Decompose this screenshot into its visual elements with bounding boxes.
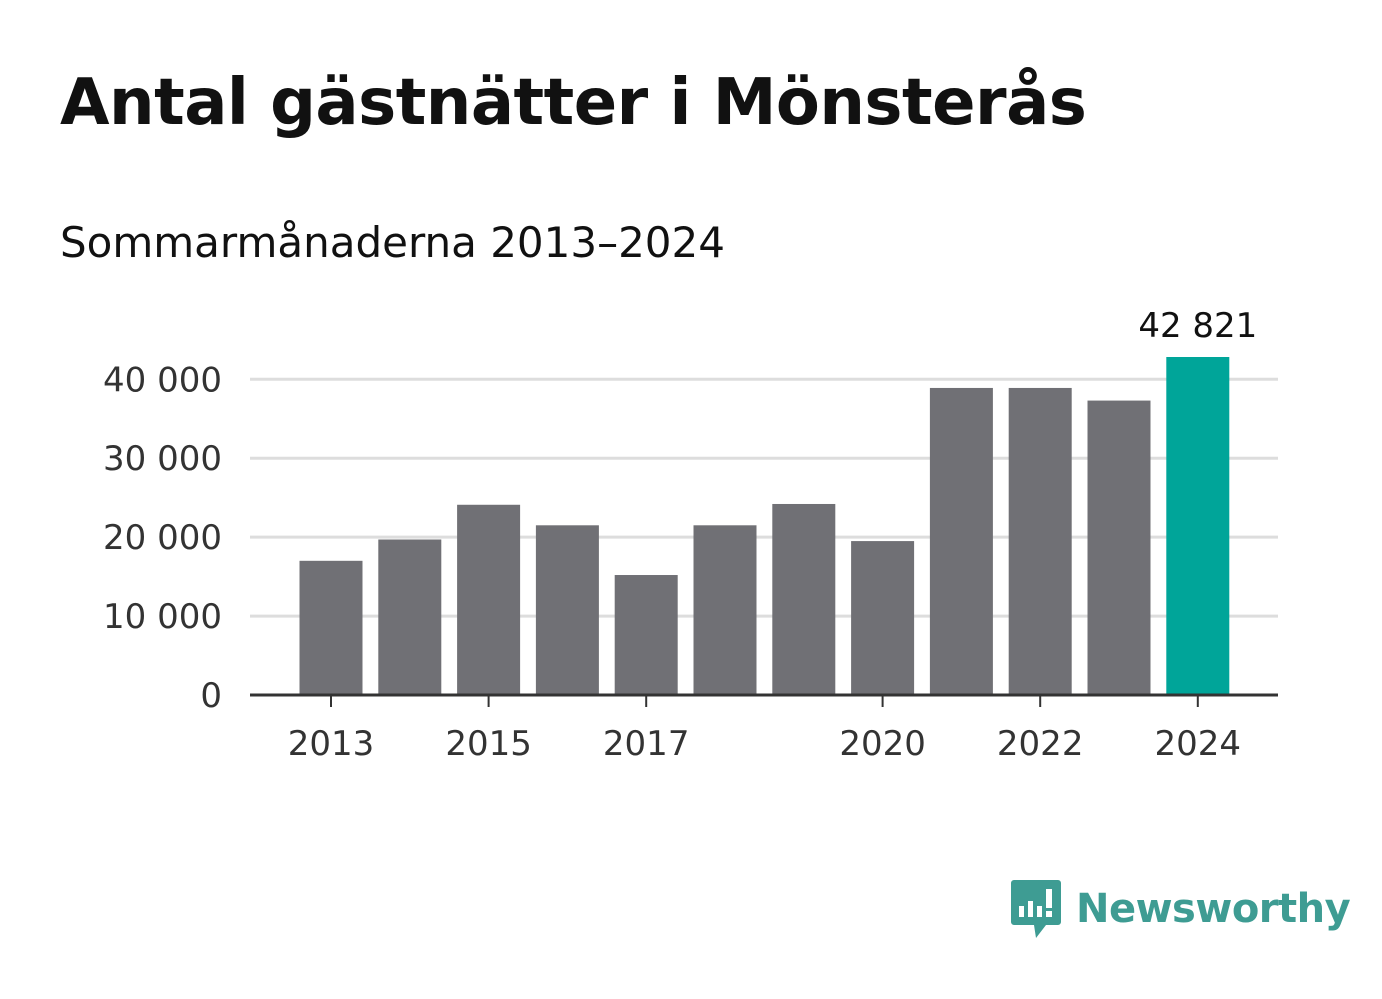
newsworthy-chart-bubble-icon xyxy=(1011,880,1061,938)
bar xyxy=(1087,400,1151,695)
x-tick-label: 2017 xyxy=(603,724,690,764)
chart-subtitle: Sommarmånaderna 2013–2024 xyxy=(60,218,725,267)
bar xyxy=(299,560,363,695)
logo-text: Newsworthy xyxy=(1076,886,1351,932)
bars xyxy=(299,357,1230,695)
bar xyxy=(1008,387,1072,695)
bar xyxy=(535,525,599,695)
y-tick-label: 30 000 xyxy=(103,439,222,479)
chart-title: Antal gästnätter i Mönsterås xyxy=(60,66,1087,140)
x-tick-label: 2020 xyxy=(839,724,926,764)
bar xyxy=(378,539,442,695)
x-tick-label: 2024 xyxy=(1155,724,1242,764)
labels: 0 10 000 20 000 30 000 40 000 2013 2015 2017 202… xyxy=(103,306,1257,764)
x-tick-label: 2015 xyxy=(445,724,532,764)
bar xyxy=(614,575,678,695)
y-tick-label: 0 xyxy=(200,676,222,716)
bar xyxy=(929,387,993,695)
bar xyxy=(457,504,521,695)
data-label: 42 821 xyxy=(1138,306,1257,346)
axes xyxy=(250,693,1278,707)
x-tick-label: 2022 xyxy=(997,724,1084,764)
newsworthy-logo: Newsworthy xyxy=(1010,878,1351,940)
bar xyxy=(693,525,757,695)
y-tick-label: 20 000 xyxy=(103,518,222,558)
y-tick-label: 40 000 xyxy=(103,360,222,400)
bar xyxy=(1166,357,1230,695)
bar xyxy=(851,541,915,695)
bar xyxy=(772,503,836,695)
y-tick-label: 10 000 xyxy=(103,597,222,637)
x-tick-label: 2013 xyxy=(288,724,375,764)
